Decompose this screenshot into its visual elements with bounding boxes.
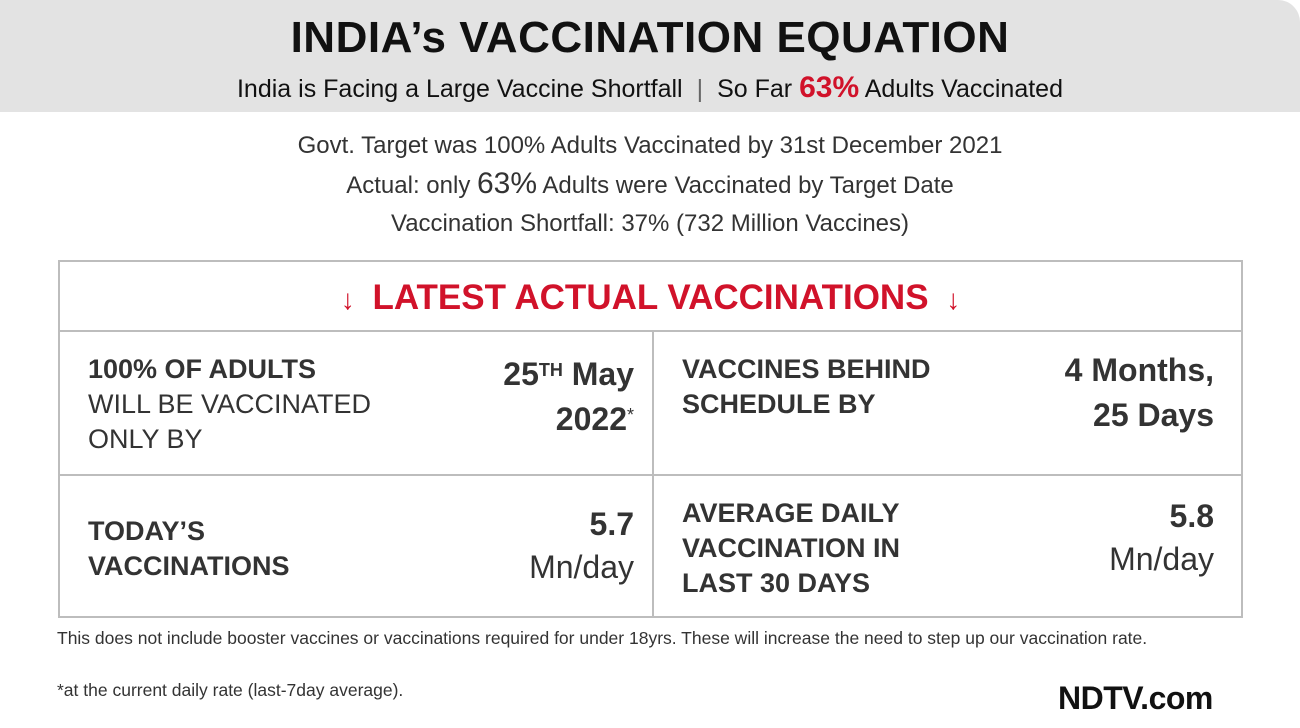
date-month: May (571, 356, 634, 392)
summary-actual-post: Adults were Vaccinated by Target Date (542, 172, 954, 199)
behind-schedule-value: 4 Months, 25 Days (960, 348, 1214, 438)
summary-actual-pre: Actual: only (346, 172, 471, 199)
average-daily-label-line1: AVERAGE DAILY (682, 498, 900, 528)
footnote-rate: *at the current daily rate (last-7day av… (57, 680, 404, 700)
average-daily-label-line2: VACCINATION IN (682, 533, 900, 563)
panel-heading: ↓ LATEST ACTUAL VACCINATIONS ↓ (60, 262, 1241, 332)
average-daily-number: 5.8 (1169, 498, 1214, 534)
summary-actual-line: Actual: only 63% Adults were Vaccinated … (0, 165, 1300, 205)
adults-vaccinated-label-bold: 100% OF ADULTS (88, 354, 317, 384)
panel-divider-horizontal (60, 474, 1241, 476)
average-daily-label-line3: LAST 30 DAYS (682, 568, 871, 598)
footnote-booster: This does not include booster vaccines o… (57, 628, 1148, 648)
adults-vaccinated-label-line3: ONLY BY (88, 424, 203, 454)
adults-vaccinated-label: 100% OF ADULTS WILL BE VACCINATED ONLY B… (88, 352, 428, 457)
average-daily-unit: Mn/day (1109, 541, 1214, 577)
todays-vaccinations-label-line2: VACCINATIONS (88, 551, 290, 581)
behind-schedule-label: VACCINES BEHIND SCHEDULE BY (682, 352, 982, 422)
todays-vaccinations-unit: Mn/day (529, 549, 634, 585)
average-daily-label: AVERAGE DAILY VACCINATION IN LAST 30 DAY… (682, 496, 1002, 601)
subtitle-percentage: 63% (799, 71, 860, 104)
todays-vaccinations-number: 5.7 (589, 506, 634, 542)
adults-vaccinated-label-line2: WILL BE VACCINATED (88, 389, 372, 419)
behind-schedule-months: 4 Months, (1064, 352, 1214, 388)
summary-shortfall-line: Vaccination Shortfall: 37% (732 Million … (390, 210, 910, 237)
date-day: 25 (503, 356, 539, 392)
summary-target-line: Govt. Target was 100% Adults Vaccinated … (297, 132, 1003, 159)
behind-schedule-label-line1: VACCINES BEHIND (682, 354, 931, 384)
page-subtitle: India is Facing a Large Vaccine Shortfal… (0, 70, 1300, 107)
subtitle-right-pre: So Far (717, 75, 793, 103)
ndtv-logo[interactable]: NDTV.com (1058, 680, 1213, 716)
date-asterisk: * (626, 405, 634, 425)
down-arrow-icon: ↓ (340, 284, 355, 315)
subtitle-separator: | (696, 75, 704, 103)
subtitle-right-post: Adults Vaccinated (864, 75, 1063, 103)
date-suffix: TH (538, 360, 563, 380)
header-banner: INDIA’s VACCINATION EQUATION India is Fa… (0, 0, 1300, 112)
todays-vaccinations-value: 5.7 Mn/day (460, 502, 634, 587)
adults-vaccinated-date: 25TH May 2022* (420, 352, 634, 442)
vaccination-panel: ↓ LATEST ACTUAL VACCINATIONS ↓ 100% OF A… (58, 260, 1243, 618)
behind-schedule-days: 25 Days (1093, 397, 1214, 433)
summary-block: Govt. Target was 100% Adults Vaccinated … (0, 127, 1300, 243)
average-daily-value: 5.8 Mn/day (1040, 494, 1214, 579)
subtitle-left: India is Facing a Large Vaccine Shortfal… (236, 75, 683, 103)
todays-vaccinations-label-line1: TODAY’S (88, 516, 206, 546)
todays-vaccinations-label: TODAY’S VACCINATIONS (88, 514, 428, 584)
date-year: 2022 (555, 401, 627, 437)
behind-schedule-label-line2: SCHEDULE BY (682, 389, 876, 419)
summary-actual-percentage: 63% (477, 167, 538, 200)
page-title: INDIA’s VACCINATION EQUATION (290, 13, 1010, 62)
panel-heading-text: LATEST ACTUAL VACCINATIONS (372, 278, 929, 317)
down-arrow-icon: ↓ (946, 284, 961, 315)
